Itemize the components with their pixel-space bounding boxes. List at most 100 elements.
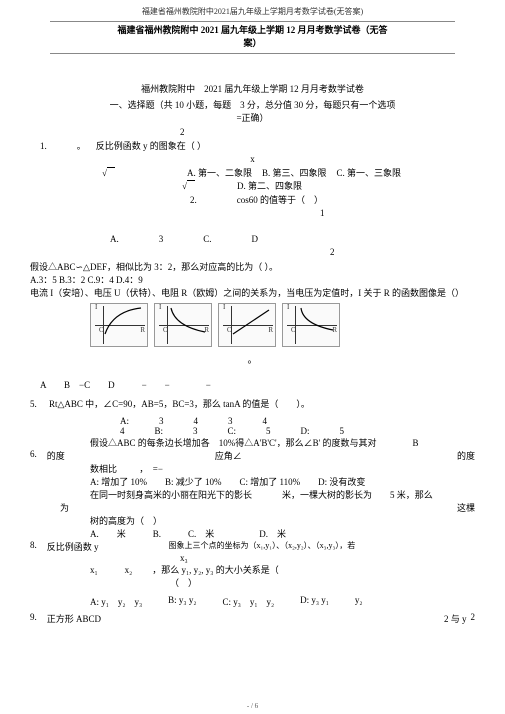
cell: 4: [120, 426, 125, 436]
q8-rel: ，那么 y₁, y₂, y₃ 的大小关系是（: [152, 563, 278, 576]
cell: C:: [228, 426, 237, 436]
question-3: 假设△ABC∽△DEF，相似比为 3：2，那么对应高的比为（ ）。 A.3：5 …: [0, 260, 505, 286]
q3-opts: A.3：5 B.3：2 C.9：4 D.4：9: [30, 273, 475, 286]
opt-d: D: y₃ y₁: [300, 595, 329, 608]
q5-row2: 4 B: 3 C: 5 D: 5: [30, 426, 475, 436]
q8-num: 8.: [30, 540, 37, 553]
cell: 3: [193, 426, 198, 436]
cell: D:: [301, 426, 310, 436]
q6-c: 应角∠: [215, 449, 242, 462]
page-header-small: 福建省福州教院附中2021届九年级上学期月考数学试卷(无答案): [0, 0, 505, 17]
q6-b: 的度: [47, 449, 65, 462]
q7-opts: A. 米 B. C. 米 D. 米: [30, 527, 475, 540]
question-8: 8. 反比例函数 y 图象上三个点的坐标为（x₁,y₁）、（x₂,y₂）、（x₃…: [0, 540, 505, 608]
q7-d: 树的高度为（ ）: [30, 514, 475, 527]
q5-row1: A: 3 4 3 4: [30, 416, 475, 426]
q7-a: 在同一时刻身高米的小丽在阳光下的影长: [90, 488, 252, 501]
stray-mark: 。: [0, 351, 505, 366]
q6-line-a: 假设△ABC 的每条边长增加各 10%得△A'B'C'，那么∠B' 的度数与其对…: [30, 436, 475, 449]
q1-number: 1.: [40, 140, 47, 154]
q9-num: 9.: [30, 612, 37, 625]
q6-d: 数相比: [90, 464, 117, 474]
q2-one: 1: [40, 207, 465, 221]
q8-mid: x₁ x₂: [90, 563, 132, 576]
q6-opts: A: 增加了 10% B: 减少了 10% C: 增加了 110% D: 没有改…: [30, 475, 475, 488]
q7-c: 这棵: [457, 501, 475, 514]
opt-c: C.: [203, 233, 211, 247]
opt-c: C: y₃ y₁ y₂: [222, 595, 274, 608]
content-area: 2 1. 。 反比例函数 y 的图象在（ ） x A. 第一、二象限 B. 第三…: [0, 126, 505, 260]
q7-b: 米，一棵大树的影长为 5 米，那么: [282, 488, 433, 501]
page-footer: - / 6: [0, 702, 505, 710]
q8-end: （ ）: [30, 576, 475, 589]
q2-options: A. 3 C. D: [40, 233, 465, 247]
cell: A:: [120, 416, 129, 426]
page-header-main: 福建省福州教院附中 2021 届九年级上学期 12 月月考数学试卷（无答 案）: [0, 22, 505, 51]
opt-b: 3: [159, 233, 164, 247]
q3-text: 假设△ABC∽△DEF，相似比为 3：2，那么对应高的比为（ ）。: [30, 260, 475, 273]
q1-opt-c: C. 第一、三象限: [336, 167, 401, 181]
graph-d: I O R: [282, 303, 340, 347]
q5-number: 5.: [30, 399, 37, 409]
label-i: I: [159, 303, 161, 311]
q2-text: cos60 的值等于（ ）: [237, 194, 323, 208]
sub-text: 。: [77, 140, 86, 154]
sqrt-icon: [102, 167, 115, 181]
q8-text: 反比例函数 y: [47, 540, 99, 553]
header-text-a: 福建省福州教院附中 2021 届九年级上学期 12 月月考数学试卷（无答: [117, 25, 387, 35]
q6-b2: 的度: [457, 449, 475, 462]
q2-two: 2: [40, 246, 465, 260]
q6-num: 6.: [30, 449, 37, 462]
abcd-row: A B −C D − − −: [0, 378, 505, 391]
cell: 4: [194, 416, 199, 426]
page2: 2: [471, 612, 476, 625]
curve-path: [171, 308, 205, 332]
sqrt-icon: [182, 180, 195, 194]
label-i: I: [287, 303, 289, 311]
label-i: I: [95, 303, 97, 311]
q9-tail: 2 与 y: [444, 612, 467, 625]
cell: 5: [340, 426, 345, 436]
opt-a: A.: [110, 233, 119, 247]
title-text: 福州教院附中 2021 届九年级上学期 12 月月考数学试卷: [141, 84, 364, 94]
opt-b: B: y₃ y₂: [168, 595, 196, 608]
q1-x: x: [40, 153, 465, 167]
question-1: 1. 。 反比例函数 y 的图象在（ ）: [40, 140, 465, 154]
question-9: 9. 正方形 ABCD 2 与 y 2: [0, 608, 505, 625]
question-4: 电流 I（安培）、电压 U（伏特）、电阻 R（欧姆）之间的关系为，当电压为定值时…: [0, 286, 505, 299]
q9-text: 正方形 ABCD: [47, 612, 101, 625]
label-i: I: [223, 303, 225, 311]
intro-b: =正确）: [236, 113, 268, 123]
stray-two: 2: [40, 126, 465, 140]
cell: 3: [228, 416, 233, 426]
section-intro: 一、选择题（共 10 小题，每题 3 分，总分值 30 分，每题只有一个选项 =…: [0, 99, 505, 124]
q6-e: ， =−: [139, 464, 163, 474]
curve-path: [105, 308, 141, 334]
opt-a: A: y₁ y₂ y₃: [90, 595, 142, 608]
q5-text: Rt△ABC 中，∠C=90，AB=5，BC=3，那么 tanA 的值是（ ）。: [49, 399, 310, 409]
header-text-b: 案）: [243, 38, 261, 48]
q1-opt-b: B. 第三、四象限: [262, 167, 327, 181]
q8-tail: 图象上三个点的坐标为（x₁,y₁）、（x₂,y₂）、（x₃,y₃），若: [169, 540, 356, 553]
curve-path: [233, 310, 269, 334]
question-7: 在同一时刻身高米的小丽在阳光下的影长 米，一棵大树的影长为 5 米，那么 为 这…: [0, 488, 505, 540]
q2-number: 2.: [190, 194, 197, 208]
q4-text: 电流 I（安培）、电压 U（伏特）、电阻 R（欧姆）之间的关系为，当电压为定值时…: [30, 286, 475, 299]
opt-d: D: [252, 233, 259, 247]
question-5: 5. Rt△ABC 中，∠C=90，AB=5，BC=3，那么 tanA 的值是（…: [0, 397, 505, 436]
intro-a: 一、选择题（共 10 小题，每题 3 分，总分值 30 分，每题只有一个选项: [110, 100, 396, 110]
graph-c: I O R: [218, 303, 276, 347]
q1-opt-a: A. 第一、二象限: [187, 167, 252, 181]
curve-path: [301, 308, 333, 330]
graph-b: I O R: [154, 303, 212, 347]
cell: 4: [263, 416, 268, 426]
q1-text: 反比例函数 y 的图象在（ ）: [96, 140, 206, 154]
question-6: 假设△ABC 的每条边长增加各 10%得△A'B'C'，那么∠B' 的度数与其对…: [0, 436, 505, 488]
exam-title: 福州教院附中 2021 届九年级上学期 12 月月考数学试卷: [0, 82, 505, 95]
q1-opt-d: D. 第二、四象限: [237, 180, 302, 194]
cell: B:: [155, 426, 164, 436]
cell: 5: [266, 426, 271, 436]
divider: [50, 53, 455, 54]
graph-row: I O R I O R I O R I O R: [90, 303, 505, 347]
q7-wei: 为: [30, 501, 69, 514]
